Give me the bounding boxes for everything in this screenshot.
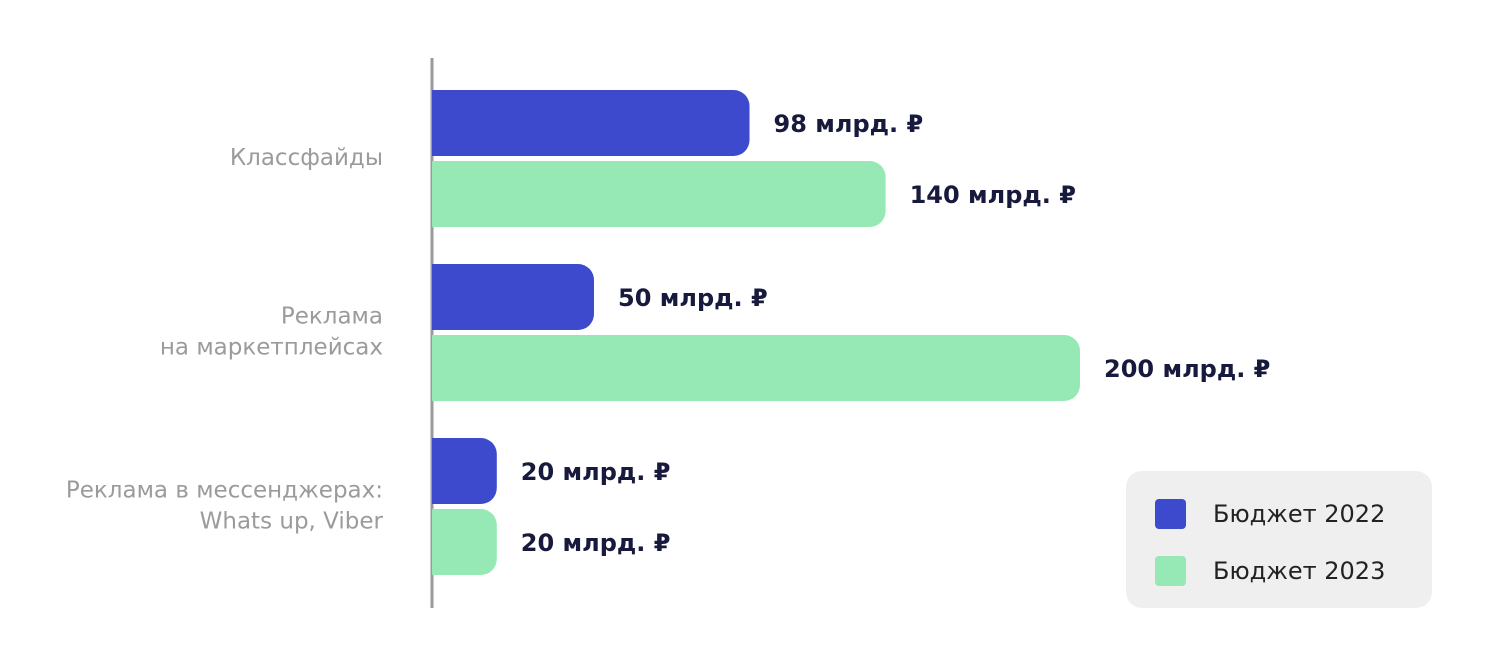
category-label: Реклама в мессенджерах:	[66, 478, 383, 504]
value-label: 20 млрд. ₽	[521, 529, 671, 557]
value-label: 200 млрд. ₽	[1104, 355, 1270, 383]
category-label: на маркетплейсах	[160, 335, 383, 361]
category-label: Whats up, Viber	[200, 509, 384, 535]
legend-label: Бюджет 2023	[1213, 557, 1385, 585]
value-label: 140 млрд. ₽	[910, 181, 1076, 209]
bar	[432, 90, 750, 156]
value-label: 98 млрд. ₽	[774, 110, 924, 138]
bar	[432, 161, 886, 227]
legend-swatch	[1155, 499, 1186, 529]
category-label: Реклама	[281, 304, 383, 330]
legend-label: Бюджет 2022	[1213, 500, 1385, 528]
bar	[432, 264, 594, 330]
value-label: 20 млрд. ₽	[521, 458, 671, 486]
value-label: 50 млрд. ₽	[618, 284, 768, 312]
bar	[432, 509, 497, 575]
bar	[432, 335, 1080, 401]
legend-box	[1126, 471, 1432, 608]
legend-swatch	[1155, 556, 1186, 586]
bar	[432, 438, 497, 504]
category-label: Классфайды	[230, 145, 383, 171]
